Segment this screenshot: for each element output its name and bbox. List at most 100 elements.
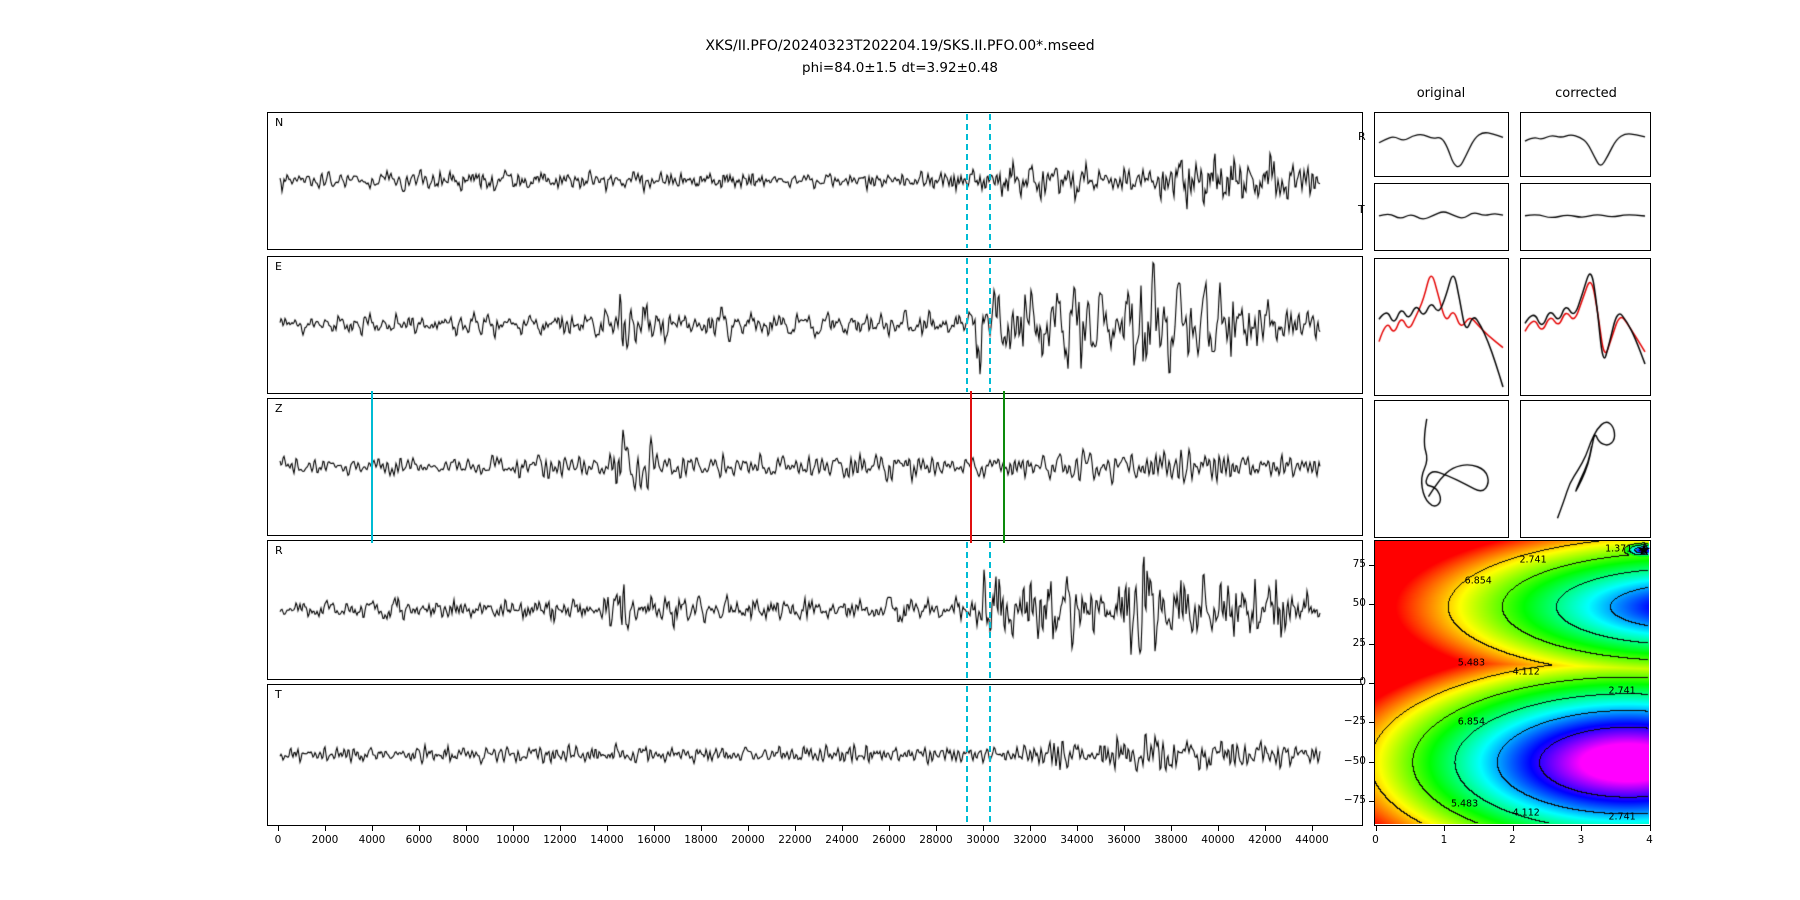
x-tick-mark — [278, 826, 279, 831]
z-pick-cyan — [371, 391, 373, 543]
x-tick-mark — [748, 826, 749, 831]
contour-x-tick-mark — [1444, 826, 1445, 831]
x-tick-mark — [983, 826, 984, 831]
x-tick-mark — [325, 826, 326, 831]
particle-motion-original-canvas — [1375, 401, 1507, 536]
x-tick-mark — [513, 826, 514, 831]
x-tick-mark — [1312, 826, 1313, 831]
x-tick-mark — [842, 826, 843, 831]
panel-label-E: E — [275, 260, 282, 273]
contour-label: 2.741 — [1519, 554, 1547, 566]
x-tick-label: 26000 — [872, 834, 906, 846]
analysis-window-line — [989, 686, 992, 824]
x-tick-mark — [1171, 826, 1172, 831]
x-tick-mark — [1265, 826, 1266, 831]
error-surface-panel — [1374, 540, 1651, 826]
analysis-window-line — [965, 114, 968, 248]
waveform-panel-T: T — [267, 684, 1363, 826]
contour-y-tick-mark — [1369, 683, 1374, 684]
x-tick-mark — [1124, 826, 1125, 831]
x-tick-label: 28000 — [919, 834, 953, 846]
x-tick-label: 6000 — [405, 834, 433, 846]
analysis-window-line — [989, 258, 992, 392]
contour-label: 5.483 — [1450, 798, 1479, 810]
contour-x-tick-mark — [1375, 826, 1377, 831]
contour-y-tick-mark — [1369, 761, 1374, 763]
x-tick-label: 36000 — [1107, 834, 1141, 846]
contour-y-tick-label: 50 — [1352, 597, 1366, 610]
mini-r-original-canvas — [1375, 113, 1507, 175]
analysis-window-line — [965, 258, 968, 392]
x-tick-mark — [1030, 826, 1031, 831]
particle-motion-corrected-canvas — [1521, 401, 1649, 536]
mini-t-original — [1374, 183, 1509, 251]
analysis-window-line — [989, 542, 992, 678]
fast-slow-original — [1374, 258, 1509, 396]
x-tick-mark — [419, 826, 420, 831]
trace-canvas-Z — [268, 399, 1361, 534]
trace-canvas-N — [268, 113, 1361, 248]
contour-x-tick-label: 0 — [1372, 834, 1379, 846]
fast-slow-original-canvas — [1375, 259, 1507, 394]
contour-y-tick-label: −75 — [1343, 793, 1366, 806]
contour-x-tick-label: 2 — [1509, 834, 1516, 846]
x-tick-mark — [654, 826, 655, 831]
x-tick-mark — [466, 826, 467, 831]
waveform-panel-Z: Z — [267, 398, 1363, 536]
contour-label: 6.854 — [1457, 716, 1485, 728]
contour-y-tick-mark — [1369, 722, 1374, 724]
x-tick-label: 18000 — [684, 834, 718, 846]
contour-label: 4.112 — [1512, 807, 1540, 819]
panel-label-T: T — [275, 688, 282, 701]
contour-y-tick-label: −50 — [1343, 754, 1366, 767]
x-tick-label: 42000 — [1248, 834, 1282, 846]
waveform-panel-E: E — [267, 256, 1363, 394]
contour-label: 5.483 — [1457, 657, 1485, 669]
figure-title: XKS/II.PFO/20240323T202204.19/SKS.II.PFO… — [705, 38, 1095, 54]
mini-r-corrected-canvas — [1521, 113, 1649, 175]
contour-y-tick-label: −25 — [1343, 715, 1366, 728]
x-tick-mark — [936, 826, 937, 831]
particle-motion-original — [1374, 400, 1509, 538]
mini-row-label-T: T — [1358, 203, 1365, 216]
analysis-window-line — [965, 542, 968, 678]
x-tick-label: 24000 — [825, 834, 859, 846]
analysis-window-line — [989, 114, 992, 248]
x-tick-mark — [372, 826, 373, 831]
contour-x-tick-label: 4 — [1646, 834, 1653, 846]
x-tick-label: 14000 — [590, 834, 624, 846]
x-tick-label: 2000 — [311, 834, 339, 846]
trace-canvas-R — [268, 541, 1361, 678]
mini-r-corrected — [1520, 112, 1651, 177]
contour-label: 4.112 — [1512, 666, 1540, 678]
x-tick-label: 34000 — [1060, 834, 1094, 846]
x-tick-label: 8000 — [452, 834, 480, 846]
trace-canvas-T — [268, 685, 1361, 824]
contour-y-tick-mark — [1369, 800, 1374, 802]
contour-x-tick-label: 1 — [1440, 834, 1448, 846]
z-pick-red — [970, 391, 973, 543]
contour-label: 2.741 — [1608, 685, 1636, 697]
x-tick-mark — [795, 826, 796, 831]
figure-subtitle: phi=84.0±1.5 dt=3.92±0.48 — [802, 60, 998, 76]
best-solution-star: ★ — [1636, 540, 1652, 560]
contour-x-tick-mark — [1581, 826, 1582, 831]
contour-y-tick-label: 0 — [1359, 676, 1366, 688]
mini-r-original — [1374, 112, 1509, 177]
x-tick-mark — [1218, 826, 1219, 831]
x-tick-mark — [560, 826, 561, 831]
x-tick-label: 38000 — [1154, 834, 1188, 846]
contour-x-tick-label: 3 — [1577, 834, 1585, 846]
fast-slow-corrected — [1520, 258, 1651, 396]
x-tick-mark — [607, 826, 608, 831]
x-tick-label: 22000 — [778, 834, 812, 846]
analysis-window-line — [965, 686, 968, 824]
contour-x-tick-mark — [1512, 826, 1514, 831]
x-tick-label: 16000 — [637, 834, 671, 846]
contour-label: 6.854 — [1464, 575, 1492, 587]
contour-y-tick-label: 25 — [1352, 636, 1366, 649]
contour-y-tick-label: 75 — [1352, 558, 1366, 571]
contour-y-tick-mark — [1369, 604, 1374, 606]
z-pick-green — [1003, 391, 1006, 543]
